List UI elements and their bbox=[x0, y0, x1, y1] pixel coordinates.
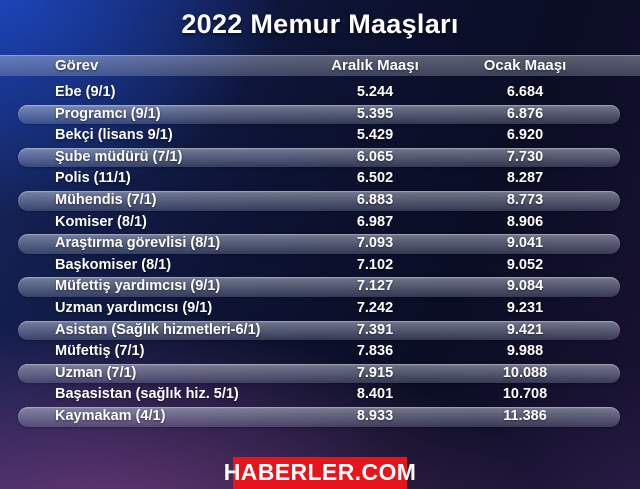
cell-ocak: 6.684 bbox=[506, 84, 544, 100]
cell-ocak: 8.906 bbox=[506, 213, 544, 230]
cell-aralik: 5.429 bbox=[356, 127, 394, 144]
cell-aralik: 6.502 bbox=[356, 170, 394, 187]
table-row: Müfettiş yardımcısı (9/1) 7.127 9.084 bbox=[0, 276, 640, 298]
table-header: Görev Aralık Maaşı Ocak Maaşı bbox=[0, 55, 640, 76]
cell-aralik: 7.391 bbox=[356, 321, 394, 338]
cell-ocak: 7.730 bbox=[506, 148, 544, 165]
cell-aralik: 6.065 bbox=[356, 148, 394, 165]
logo-box: HABERLER.COM bbox=[224, 457, 416, 489]
table-row: Bekçi (lisans 9/1) 5.429 6.920 bbox=[0, 125, 640, 147]
table-row: Polis (11/1) 6.502 8.287 bbox=[0, 168, 640, 190]
table-row: Şube müdürü (7/1) 6.065 7.730 bbox=[0, 147, 640, 169]
cell-aralik: 7.915 bbox=[356, 364, 394, 381]
table-row: Asistan (Sağlık hizmetleri-6/1) 7.391 9.42… bbox=[0, 320, 640, 342]
cell-aralik: 7.093 bbox=[356, 235, 394, 252]
cell-aralik: 7.102 bbox=[356, 256, 394, 273]
cell-ocak: 9.084 bbox=[506, 278, 544, 295]
cell-aralik: 6.883 bbox=[356, 191, 394, 208]
cell-ocak: 9.231 bbox=[506, 299, 544, 316]
cell-ocak: 9.421 bbox=[506, 321, 544, 338]
cell-ocak: 9.041 bbox=[506, 235, 544, 252]
cell-ocak: 10.088 bbox=[502, 364, 548, 381]
cell-gorev: Şube müdürü (7/1) bbox=[55, 148, 183, 165]
table-row: Araştırma görevlisi (8/1) 7.093 9.041 bbox=[0, 233, 640, 255]
header-cell-ocak: Ocak Maaşı bbox=[483, 57, 567, 74]
table-row: Ebe (9/1) 5.244 6.684 bbox=[0, 82, 640, 104]
cell-aralik: 8.933 bbox=[356, 407, 394, 424]
cell-gorev: Kaymakam (4/1) bbox=[55, 407, 166, 424]
cell-gorev: Komiser (8/1) bbox=[55, 213, 147, 230]
cell-aralik: 7.242 bbox=[356, 299, 394, 316]
cell-gorev: Asistan (Sağlık hizmetleri-6/1) bbox=[55, 321, 261, 338]
table-row: Uzman yardımcısı (9/1) 7.242 9.231 bbox=[0, 298, 640, 320]
haberler-logo: HABERLER.COM bbox=[223, 459, 417, 485]
cell-ocak: 10.708 bbox=[502, 386, 548, 403]
cell-aralik: 7.127 bbox=[356, 278, 394, 295]
cell-gorev: Uzman (7/1) bbox=[55, 364, 137, 381]
table-row: Müfettiş (7/1) 7.836 9.988 bbox=[0, 341, 640, 363]
cell-gorev: Müfettiş yardımcısı (9/1) bbox=[55, 278, 221, 295]
cell-ocak: 9.052 bbox=[506, 256, 544, 273]
cell-ocak: 6.876 bbox=[506, 105, 544, 122]
cell-gorev: Bekçi (lisans 9/1) bbox=[55, 127, 173, 144]
cell-gorev: Uzman yardımcısı (9/1) bbox=[55, 299, 213, 316]
cell-aralik: 8.401 bbox=[356, 386, 394, 403]
header-cell-gorev: Görev bbox=[55, 57, 99, 74]
cell-ocak: 9.988 bbox=[506, 343, 544, 360]
cell-gorev: Müfettiş (7/1) bbox=[55, 343, 145, 360]
cell-gorev: Mühendis (7/1) bbox=[55, 191, 157, 208]
cell-gorev: Ebe (9/1) bbox=[55, 84, 116, 100]
cell-gorev: Araştırma görevlisi (8/1) bbox=[55, 235, 221, 252]
cell-aralik: 7.836 bbox=[356, 343, 394, 360]
table-row: Programcı (9/1) 5.395 6.876 bbox=[0, 104, 640, 126]
table-row: Komiser (8/1) 6.987 8.906 bbox=[0, 212, 640, 234]
table-body: Ebe (9/1) 5.244 6.684 Programcı (9/1) 5.395 6… bbox=[0, 82, 640, 428]
page-title: 2022 Memur Maaşları bbox=[181, 9, 459, 39]
cell-gorev: Başkomiser (8/1) bbox=[55, 256, 172, 273]
table-row: Mühendis (7/1) 6.883 8.773 bbox=[0, 190, 640, 212]
table-row: Kaymakam (4/1) 8.933 11.386 bbox=[0, 406, 640, 428]
table-row: Uzman (7/1) 7.915 10.088 bbox=[0, 363, 640, 385]
cell-aralik: 6.987 bbox=[356, 213, 394, 230]
cell-aralik: 5.244 bbox=[356, 84, 394, 100]
cell-gorev: Polis (11/1) bbox=[55, 170, 131, 187]
cell-ocak: 6.920 bbox=[506, 127, 544, 144]
table-row: Başkomiser (8/1) 7.102 9.052 bbox=[0, 255, 640, 277]
cell-gorev: Başasistan (sağlık hiz. 5/1) bbox=[55, 386, 239, 403]
cell-aralik: 5.395 bbox=[356, 105, 394, 122]
cell-ocak: 8.773 bbox=[506, 191, 544, 208]
cell-gorev: Programcı (9/1) bbox=[55, 105, 161, 122]
cell-ocak: 11.386 bbox=[503, 407, 547, 424]
header-cell-aralik: Aralık Maaşı bbox=[331, 57, 419, 74]
cell-ocak: 8.287 bbox=[506, 170, 544, 187]
table-row: Başasistan (sağlık hiz. 5/1) 8.401 10.708 bbox=[0, 384, 640, 406]
